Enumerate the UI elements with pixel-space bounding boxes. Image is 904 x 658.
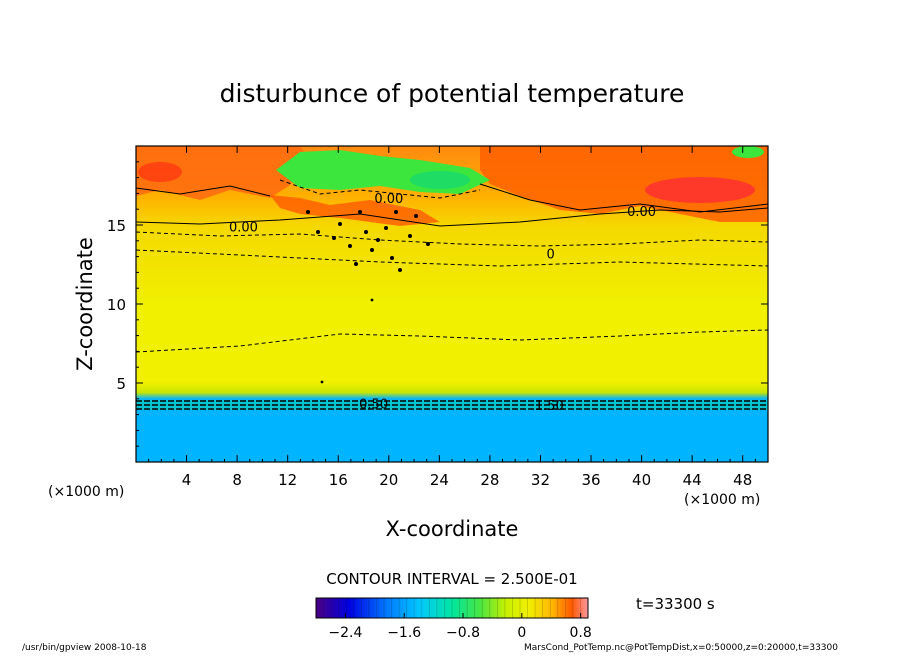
x-tick-label: 48 xyxy=(733,471,752,489)
contour-label: 0.00 xyxy=(627,205,656,220)
x-tick-label: 4 xyxy=(182,471,192,489)
x-tick-label: 28 xyxy=(480,471,499,489)
time-label: t=33300 s xyxy=(636,595,715,613)
plume-dot xyxy=(338,222,342,226)
convective-plumes xyxy=(306,210,430,384)
colorbar-tick-label: −1.6 xyxy=(387,625,421,641)
cold-patch-small xyxy=(410,171,470,189)
warm-band-right xyxy=(480,146,768,222)
contour-label: 0.50 xyxy=(359,398,388,413)
footer-right: MarsCond_PotTemp.nc@PotTempDist,x=0:5000… xyxy=(524,643,838,653)
contour-label: 0 xyxy=(546,247,554,262)
x-tick-label: 44 xyxy=(683,471,702,489)
plume-dot xyxy=(370,298,374,302)
plume-dot xyxy=(408,234,412,238)
y-tick-label: 15 xyxy=(107,217,126,235)
y-tick-label: 10 xyxy=(107,296,126,314)
x-tick-label: 8 xyxy=(232,471,242,489)
contour-interval: CONTOUR INTERVAL = 2.500E-01 xyxy=(326,570,577,588)
x-tick-label: 24 xyxy=(430,471,449,489)
contour-lines xyxy=(135,179,769,410)
plume-dot xyxy=(358,210,362,214)
plume-dot xyxy=(376,238,380,242)
contour-label: 0.00 xyxy=(374,192,403,207)
cold-patch-right xyxy=(732,146,764,158)
contour-upper-dashed xyxy=(135,231,769,247)
plume-dot xyxy=(320,380,324,384)
contour-mid-dashed xyxy=(135,249,769,267)
plume-dot xyxy=(370,248,374,252)
x-unit-right: (×1000 m) xyxy=(684,492,760,508)
colorbar: −2.4 −1.6 −0.8 0 0.8 xyxy=(315,597,592,641)
contour-label: 1.50 xyxy=(535,399,564,414)
x-axis: 4 8 12 16 20 24 28 32 36 40 44 48 xyxy=(148,146,756,489)
x-tick-label: 16 xyxy=(329,471,348,489)
colorbar-tick-label: −2.4 xyxy=(328,625,362,641)
footer-left: /usr/bin/gpview 2008-10-18 xyxy=(22,643,147,653)
plume-dot xyxy=(354,262,358,266)
warm-core-left xyxy=(138,162,182,182)
y-axis-label: Z-coordinate xyxy=(73,237,97,371)
warm-band-center xyxy=(270,195,440,226)
plume-dot xyxy=(348,244,352,248)
contour-top-cold xyxy=(279,179,481,199)
plume-dot xyxy=(316,230,320,234)
y-tick-label: 5 xyxy=(116,375,126,393)
contour-label: 0.00 xyxy=(229,221,258,236)
x-tick-label: 12 xyxy=(278,471,297,489)
plot-area: 0.00 0.00 0.00 0.50 1.50 0 xyxy=(135,145,769,463)
contour-low-dashed xyxy=(135,329,769,353)
colorbar-tick-label: 0 xyxy=(517,625,526,641)
y-axis: 5 10 15 xyxy=(107,161,768,447)
plume-dot xyxy=(306,210,310,214)
warm-core-right xyxy=(645,177,755,203)
plume-dot xyxy=(332,236,336,240)
colorbar-tick-label: −0.8 xyxy=(446,625,480,641)
x-unit-left: (×1000 m) xyxy=(48,484,124,500)
chart-title: disturbunce of potential temperature xyxy=(220,79,685,108)
plume-dot xyxy=(390,256,394,260)
colorbar-gradient xyxy=(315,597,589,619)
x-axis-label: X-coordinate xyxy=(386,517,519,541)
contour-top-warm xyxy=(135,183,769,213)
x-tick-label: 20 xyxy=(379,471,398,489)
plume-dot xyxy=(394,210,398,214)
colorbar-tick-label: 0.8 xyxy=(570,625,592,641)
x-tick-label: 32 xyxy=(531,471,550,489)
plume-dot xyxy=(398,268,402,272)
plume-dot xyxy=(414,214,418,218)
x-tick-label: 40 xyxy=(632,471,651,489)
plume-dot xyxy=(364,230,368,234)
warm-band-left xyxy=(136,146,310,200)
plume-dot xyxy=(426,242,430,246)
x-tick-label: 36 xyxy=(581,471,600,489)
colorbar-ticks: −2.4 −1.6 −0.8 0 0.8 xyxy=(323,598,592,641)
cold-layer xyxy=(136,410,768,462)
contour-labels: 0.00 0.00 0.00 0.50 1.50 0 xyxy=(229,192,656,414)
plume-dot xyxy=(384,226,388,230)
